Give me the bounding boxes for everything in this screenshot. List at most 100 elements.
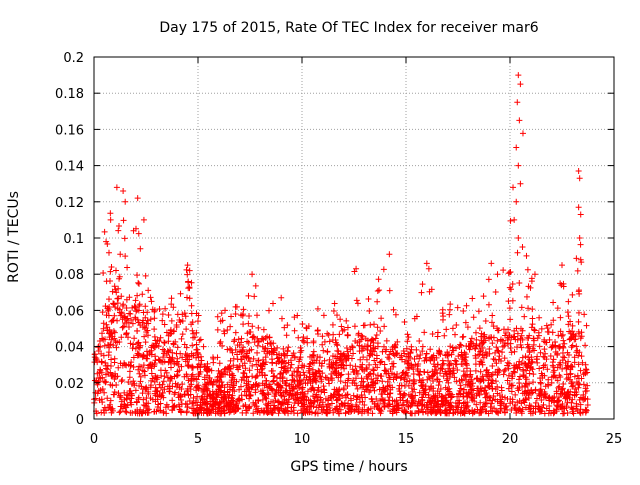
data-point [440,373,447,380]
data-point [400,401,407,408]
data-point [574,267,581,274]
data-point [283,332,290,339]
data-point [266,383,273,390]
data-point [537,386,544,393]
y-tick-label: 0.06 [55,304,84,319]
data-point [512,391,519,398]
data-point [262,345,269,352]
data-point [259,365,266,372]
data-point [477,406,484,413]
data-point [418,394,425,401]
data-point [137,373,144,380]
data-point [239,347,246,354]
data-point [559,400,566,407]
data-point [523,252,530,259]
data-point [564,399,571,406]
data-point [299,389,306,396]
data-point [526,349,533,356]
data-point [353,265,360,272]
data-point [577,256,584,263]
data-point [391,343,398,350]
data-point [501,342,508,349]
data-point [286,382,293,389]
data-point [102,336,109,343]
data-point [506,305,513,312]
data-point [252,381,259,388]
data-point [254,342,261,349]
data-point [169,349,176,356]
data-point [259,387,266,394]
data-point [405,353,412,360]
data-point [151,333,158,340]
data-point [422,354,429,361]
data-point [560,337,567,344]
data-point [582,361,589,368]
data-point [550,356,557,363]
data-point [416,337,423,344]
data-point [171,373,178,380]
data-point [488,260,495,267]
data-point [353,375,360,382]
data-point [288,361,295,368]
data-point [509,280,516,287]
data-point [249,323,256,330]
data-point [538,392,545,399]
data-point [574,372,581,379]
data-point [342,410,349,417]
data-point [315,367,322,374]
data-point [515,162,522,169]
data-point [344,324,351,331]
data-point [167,378,174,385]
data-point [446,306,453,313]
data-point [318,396,325,403]
data-point [574,347,581,354]
data-point [508,370,515,377]
data-point [476,391,483,398]
data-point [569,322,576,329]
data-point [251,293,258,300]
data-point [148,298,155,305]
data-point [133,308,140,315]
data-point [343,345,350,352]
data-point [250,333,257,340]
data-point [115,222,122,229]
y-tick-label: 0 [76,413,84,428]
data-point [378,396,385,403]
data-point [358,392,365,398]
data-point [569,408,576,415]
data-point [241,388,248,395]
data-point [354,385,361,392]
data-point [358,364,365,371]
data-point [544,366,551,373]
data-point [329,377,336,384]
data-point [571,392,578,399]
data-point [172,338,179,345]
data-point [111,283,118,290]
data-point [486,345,493,352]
data-point [573,403,580,410]
data-point [249,362,256,369]
data-point [179,354,186,361]
data-point [329,353,336,360]
data-point [204,406,211,413]
data-point [197,336,204,343]
data-point [366,361,373,368]
data-point [178,363,185,370]
data-point [452,399,459,406]
data-point [171,391,178,398]
data-point [268,368,275,375]
data-point [278,315,285,322]
y-axis-label: ROTI / TECUs [6,191,22,283]
data-point [365,409,372,416]
data-point [364,375,371,382]
data-point [217,389,224,396]
data-point [216,404,223,411]
data-point [485,410,492,417]
data-point [524,390,531,397]
data-point [575,309,582,316]
data-point [170,304,177,311]
data-point [470,341,477,348]
data-point [232,311,239,318]
x-tick-label: 20 [502,432,519,447]
data-point [573,255,580,262]
